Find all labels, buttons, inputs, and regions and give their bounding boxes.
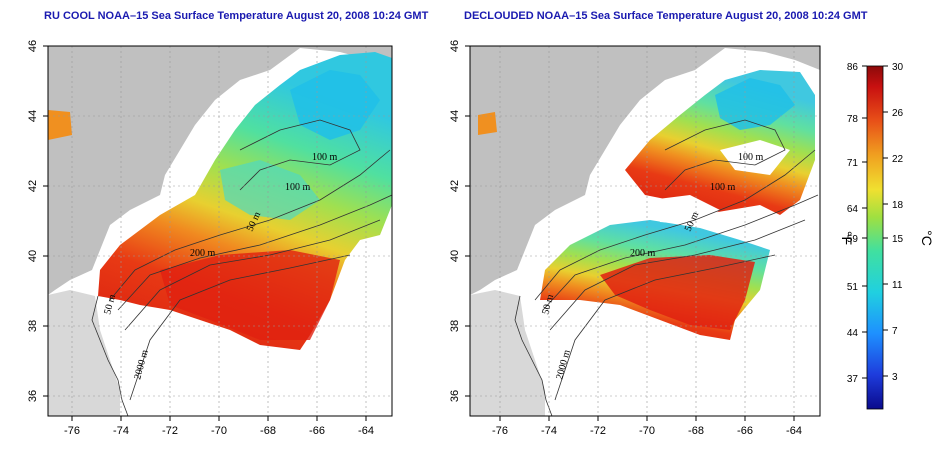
- right-orange-patch: [478, 112, 497, 135]
- right-x-tick: -64: [786, 425, 802, 437]
- left-contour-2000m: [129, 254, 351, 401]
- left-y-tick: 40: [27, 250, 39, 262]
- left-y-tick: 46: [27, 40, 39, 52]
- colorbar-gradient: [866, 65, 884, 410]
- celsius-tick: 30: [892, 62, 904, 73]
- right-x-tick: -70: [639, 425, 655, 437]
- right-coastline: [514, 295, 553, 416]
- colorbar: 86 78 71 64 59 51 44 37 30 26 22 18 15 1…: [839, 62, 935, 410]
- left-x-tick: -72: [162, 425, 178, 437]
- right-y-tick: 36: [449, 390, 461, 402]
- left-contour-100m: [117, 194, 392, 311]
- right-contour-200m: [549, 219, 806, 331]
- left-land-area: [48, 46, 392, 295]
- fahrenheit-tick: 71: [847, 158, 859, 169]
- right-cloud-gap: [650, 195, 720, 225]
- fahrenheit-unit-label: °F: [839, 231, 855, 245]
- right-y-tick: 46: [449, 40, 461, 52]
- fahrenheit-tick: 64: [847, 204, 859, 215]
- right-x-tick: -72: [590, 425, 606, 437]
- left-contour-label-100m-b: 100 m: [285, 182, 311, 193]
- left-x-tick: -66: [309, 425, 325, 437]
- colorbar-ticks: [862, 65, 888, 379]
- celsius-tick: 26: [892, 108, 904, 119]
- left-x-tick: -64: [358, 425, 374, 437]
- right-x-tick: -74: [541, 425, 557, 437]
- right-cold-patch: [715, 78, 795, 130]
- left-warm-core: [160, 250, 340, 340]
- left-x-tick: -76: [64, 425, 80, 437]
- right-y-tick: 40: [449, 250, 461, 262]
- left-map: 100 m 100 m 50 m 200 m 50 m 2000 m: [27, 40, 393, 437]
- left-contour-label-100m-a: 100 m: [312, 152, 338, 163]
- celsius-unit-label: °C: [919, 230, 935, 246]
- left-contour-label-50m-b: 50 m: [102, 293, 118, 316]
- celsius-tick: 18: [892, 200, 904, 211]
- right-gulf-contour: [664, 119, 786, 191]
- left-cool-patch: [220, 160, 320, 220]
- colorbar-fahrenheit-labels: 86 78 71 64 59 51 44 37: [847, 62, 859, 385]
- left-x-tick: -70: [211, 425, 227, 437]
- celsius-tick: 15: [892, 234, 904, 245]
- left-coastline: [91, 295, 129, 416]
- right-x-tick: -76: [492, 425, 508, 437]
- left-x-tick: -74: [113, 425, 129, 437]
- right-y-tick-labels: 46 44 42 40 38 36: [449, 40, 461, 402]
- right-contour-label-50m-b: 50 m: [540, 293, 556, 316]
- right-map: 100 m 100 m 50 m 200 m 50 m 2000 m: [449, 40, 821, 437]
- left-x-tick: -68: [260, 425, 276, 437]
- left-y-tick: 38: [27, 320, 39, 332]
- left-y-tick-labels: 46 44 42 40 38 36: [27, 40, 39, 402]
- fahrenheit-tick: 86: [847, 62, 859, 73]
- celsius-tick: 11: [892, 280, 903, 291]
- left-tick-marks: [43, 45, 367, 421]
- right-map-frame: [469, 45, 821, 417]
- left-y-tick: 44: [27, 110, 39, 122]
- right-contour-label-100m-b: 100 m: [710, 182, 736, 193]
- right-contour-label-200m: 200 m: [630, 248, 656, 259]
- left-grid: [48, 46, 392, 416]
- right-land-area: [470, 46, 820, 295]
- left-orange-patch: [48, 110, 72, 140]
- right-contour-label-100m-a: 100 m: [738, 152, 764, 163]
- fahrenheit-tick: 59: [847, 234, 859, 245]
- colorbar-celsius-labels: 30 26 22 18 15 11 7 3: [892, 62, 904, 383]
- left-map-title: RU COOL NOAA–15 Sea Surface Temperature …: [44, 10, 429, 22]
- right-warm-core: [600, 255, 755, 330]
- fahrenheit-tick: 37: [847, 374, 859, 385]
- fahrenheit-tick: 78: [847, 114, 859, 125]
- right-contour-50m: [534, 149, 816, 301]
- left-y-tick: 36: [27, 390, 39, 402]
- right-y-tick: 38: [449, 320, 461, 332]
- left-contour-label-200m: 200 m: [190, 248, 216, 259]
- left-y-tick: 42: [27, 180, 39, 192]
- left-cold-patch: [290, 70, 380, 140]
- right-grid: [470, 46, 820, 416]
- right-x-tick: -66: [737, 425, 753, 437]
- right-x-tick-labels: -76 -74 -72 -70 -68 -66 -64: [492, 425, 802, 437]
- left-map-frame: [47, 45, 393, 417]
- right-y-tick: 42: [449, 180, 461, 192]
- right-coastal-land: [470, 290, 545, 416]
- fahrenheit-tick: 51: [847, 282, 859, 293]
- fahrenheit-tick: 44: [847, 328, 859, 339]
- left-coastal-land: [48, 290, 120, 416]
- left-x-tick-labels: -76 -74 -72 -70 -68 -66 -64: [64, 425, 374, 437]
- left-contour-200m: [124, 219, 381, 331]
- right-contour-100m: [542, 194, 819, 311]
- right-y-tick: 44: [449, 110, 461, 122]
- celsius-tick: 22: [892, 154, 904, 165]
- left-contour-50m: [109, 149, 391, 301]
- left-gulf-contour: [239, 119, 361, 191]
- celsius-tick: 7: [892, 326, 898, 337]
- right-cloud-gap: [720, 140, 790, 175]
- right-x-tick: -68: [688, 425, 704, 437]
- celsius-tick: 3: [892, 372, 898, 383]
- right-contour-2000m: [554, 254, 776, 401]
- right-map-title: DECLOUDED NOAA–15 Sea Surface Temperatur…: [464, 10, 868, 22]
- right-tick-marks: [465, 45, 795, 421]
